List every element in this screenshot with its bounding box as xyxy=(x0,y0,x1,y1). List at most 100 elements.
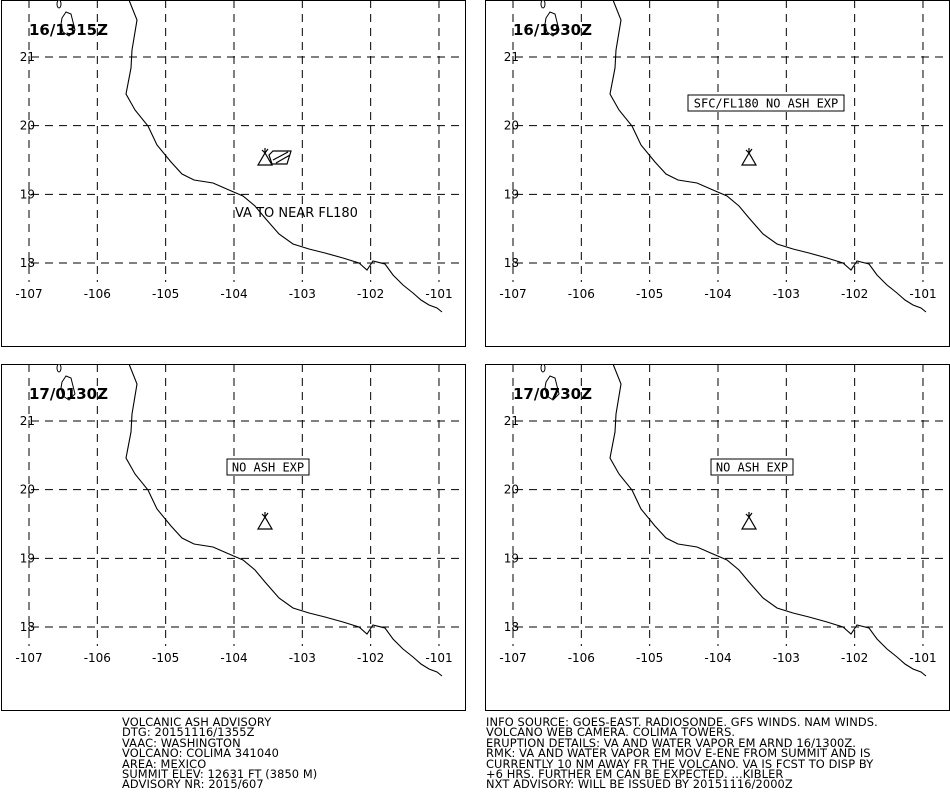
x-tick-label: -107 xyxy=(15,287,42,301)
x-tick-label: -101 xyxy=(909,287,936,301)
coastline xyxy=(609,364,927,677)
island xyxy=(60,11,76,37)
volcano-triangle-icon xyxy=(740,148,758,166)
map-svg: -107 -106 -105 -104 -103 -102 -101 21 20 19 18 16/1… xyxy=(485,0,950,347)
x-tick-label: -104 xyxy=(220,287,247,301)
x-tick-label: -103 xyxy=(289,287,316,301)
y-tick-label: 19 xyxy=(20,187,35,201)
island xyxy=(60,375,76,401)
x-tick-label: -101 xyxy=(909,651,936,665)
map-svg: -107 -106 -105 -104 -103 -102 -101 21 20 19 18 16/1… xyxy=(1,0,466,347)
volcano-plume-mark xyxy=(745,148,753,154)
volcano-triangle xyxy=(740,151,758,166)
coastline xyxy=(609,0,927,313)
advisory-left-text: VOLCANIC ASH ADVISORY DTG: 20151116/1355Z… xyxy=(122,715,318,792)
x-tick-label: -103 xyxy=(773,287,800,301)
ash-cloud-polygon xyxy=(268,150,292,165)
x-tick-label: -104 xyxy=(704,287,731,301)
advisory-line: ADVISORY NR: 2015/607 xyxy=(122,777,264,792)
x-tick-label: -107 xyxy=(499,651,526,665)
map-panel-3: -107 -106 -105 -104 -103 -102 -101 21 20 19 18 17/0… xyxy=(1,364,466,711)
label-text: NO ASH EXP xyxy=(232,461,304,475)
no-ash-label: SFC/FL180 NO ASH EXP xyxy=(687,94,845,112)
x-tick-label: -106 xyxy=(568,651,595,665)
x-tick-label: -102 xyxy=(841,287,868,301)
map-panel-1: -107 -106 -105 -104 -103 -102 -101 21 20 19 18 16/1… xyxy=(1,0,466,347)
x-tick-label: -106 xyxy=(84,287,111,301)
x-tick-label: -103 xyxy=(289,651,316,665)
volcano-triangle-icon xyxy=(256,148,274,166)
advisory-right-text: INFO SOURCE: GOES-EAST. RADIOSONDE. GFS … xyxy=(486,715,878,792)
x-tick-label: -103 xyxy=(773,651,800,665)
label-text: NO ASH EXP xyxy=(716,461,788,475)
volcano-plume-mark xyxy=(261,148,269,154)
island xyxy=(56,364,62,373)
label-text: SFC/FL180 NO ASH EXP xyxy=(694,97,839,111)
map-svg: -107 -106 -105 -104 -103 -102 -101 21 20 19 18 17/0… xyxy=(1,364,466,711)
coastline xyxy=(125,0,443,313)
y-tick-label: 21 xyxy=(20,414,35,428)
advisory-line: RMK: VA AND WATER VAPOR EM MOV E-ENE FRO… xyxy=(486,746,871,761)
advisory-line: NXT ADVISORY: WILL BE ISSUED BY 20151116… xyxy=(486,777,793,792)
ash-annotation: VA TO NEAR FL180 xyxy=(235,206,358,221)
x-tick-label: -104 xyxy=(704,651,731,665)
x-tick-label: -101 xyxy=(425,651,452,665)
advisory-line: ERUPTION DETAILS: VA AND WATER VAPOR EM … xyxy=(486,735,857,750)
y-tick-label: 20 xyxy=(504,119,519,133)
x-tick-label: -105 xyxy=(152,651,179,665)
x-tick-label: -102 xyxy=(357,651,384,665)
map-panel-2: -107 -106 -105 -104 -103 -102 -101 21 20 19 18 16/1… xyxy=(485,0,950,347)
x-tick-label: -101 xyxy=(425,287,452,301)
volcano-triangle xyxy=(256,515,274,530)
island xyxy=(56,0,62,9)
island xyxy=(544,11,560,37)
y-tick-label: 18 xyxy=(504,620,519,634)
panel-time-title: 17/0730Z xyxy=(513,385,592,403)
advisory-line: INFO SOURCE: GOES-EAST. RADIOSONDE. GFS … xyxy=(486,715,878,729)
y-tick-label: 19 xyxy=(504,187,519,201)
volcano-plume-mark xyxy=(745,512,753,518)
x-tick-label: -105 xyxy=(636,651,663,665)
label-box xyxy=(226,458,310,476)
advisory-line: VOLCANO: COLIMA 341040 xyxy=(122,746,279,761)
advisory-line: AREA: MEXICO xyxy=(122,756,207,771)
x-tick-label: -105 xyxy=(636,287,663,301)
y-tick-label: 19 xyxy=(20,551,35,565)
y-tick-label: 20 xyxy=(20,483,35,497)
volcano-triangle xyxy=(740,515,758,530)
volcano-plume-mark xyxy=(261,512,269,518)
y-tick-label: 21 xyxy=(504,50,519,64)
y-tick-label: 20 xyxy=(20,119,35,133)
island xyxy=(540,0,546,9)
map-svg: -107 -106 -105 -104 -103 -102 -101 21 20 19 18 17/0… xyxy=(485,364,950,711)
y-tick-label: 18 xyxy=(20,256,35,270)
coastline xyxy=(125,364,443,677)
advisory-line: +6 HRS. FURTHER EM CAN BE EXPECTED. ...K… xyxy=(486,766,784,781)
volcano-triangle xyxy=(256,151,274,166)
panel-time-title: 16/1930Z xyxy=(513,21,592,39)
x-tick-label: -104 xyxy=(220,651,247,665)
x-tick-label: -107 xyxy=(499,287,526,301)
advisory-line: SUMMIT ELEV: 12631 FT (3850 M) xyxy=(122,766,318,781)
x-tick-label: -106 xyxy=(84,651,111,665)
x-tick-label: -105 xyxy=(152,287,179,301)
x-tick-label: -102 xyxy=(841,651,868,665)
no-ash-label: NO ASH EXP xyxy=(226,458,310,476)
x-tick-label: -102 xyxy=(357,287,384,301)
advisory-line: VAAC: WASHINGTON xyxy=(122,735,241,750)
advisory-line: CURRENTLY 10 NM AWAY FR THE VOLCANO. VA … xyxy=(486,756,874,771)
panel-time-title: 17/0130Z xyxy=(29,385,108,403)
volcano-triangle-icon xyxy=(256,512,274,530)
advisory-line: VOLCANIC ASH ADVISORY xyxy=(122,715,272,729)
panel-time-title: 16/1315Z xyxy=(29,21,108,39)
map-panel-4: -107 -106 -105 -104 -103 -102 -101 21 20 19 18 17/0… xyxy=(485,364,950,711)
y-tick-label: 20 xyxy=(504,483,519,497)
island xyxy=(540,364,546,373)
y-tick-label: 19 xyxy=(504,551,519,565)
label-box xyxy=(687,94,845,112)
advisory-line: VOLCANO WEB CAMERA. COLIMA TOWERS. xyxy=(486,725,736,740)
label-box xyxy=(710,458,794,476)
advisory-line: DTG: 20151116/1355Z xyxy=(122,725,255,740)
island xyxy=(544,375,560,401)
y-tick-label: 21 xyxy=(20,50,35,64)
